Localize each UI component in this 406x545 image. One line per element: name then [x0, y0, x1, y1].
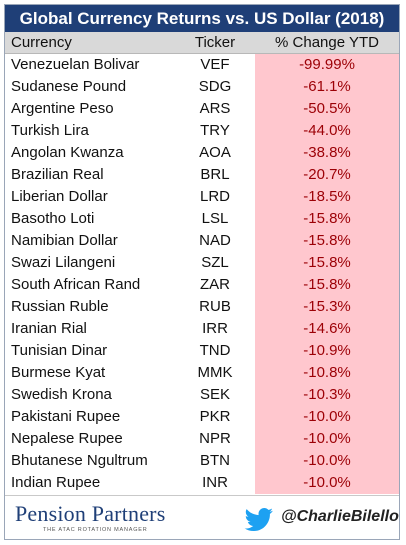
currency-name: Liberian Dollar	[11, 188, 108, 205]
percent-change: -10.0%	[255, 472, 399, 494]
currency-ticker: NPR	[199, 430, 231, 447]
table-row: Swedish Krona SEK -10.3%	[5, 384, 399, 406]
percent-change: -15.8%	[255, 252, 399, 274]
table-row: Bhutanese Ngultrum BTN -10.0%	[5, 450, 399, 472]
currency-ticker: BTN	[200, 452, 230, 469]
percent-change: -18.5%	[255, 186, 399, 208]
table-row: Swazi Lilangeni SZL -15.8%	[5, 252, 399, 274]
percent-change: -10.0%	[255, 428, 399, 450]
currency-ticker: NAD	[199, 232, 231, 249]
table-row: Indian Rupee INR -10.0%	[5, 472, 399, 494]
column-header-ticker: Ticker	[194, 34, 236, 51]
currency-name: Iranian Rial	[11, 320, 87, 337]
percent-change: -10.3%	[255, 384, 399, 406]
currency-name: Turkish Lira	[11, 122, 89, 139]
currency-ticker: TRY	[200, 122, 230, 139]
table-row: Burmese Kyat MMK -10.8%	[5, 362, 399, 384]
currency-returns-card: Global Currency Returns vs. US Dollar (2…	[4, 4, 400, 540]
percent-change: -15.3%	[255, 296, 399, 318]
currency-ticker: BRL	[200, 166, 230, 183]
table-row: Angolan Kwanza AOA -38.8%	[5, 142, 399, 164]
currency-ticker: INR	[202, 474, 228, 491]
currency-ticker: PKR	[199, 408, 231, 425]
table-row: Iranian Rial IRR -14.6%	[5, 318, 399, 340]
currency-ticker: SDG	[198, 78, 232, 95]
table-row: Pakistani Rupee PKR -10.0%	[5, 406, 399, 428]
currency-name: Russian Ruble	[11, 298, 109, 315]
table-row: Liberian Dollar LRD -18.5%	[5, 186, 399, 208]
currency-name: Namibian Dollar	[11, 232, 118, 249]
currency-name: Burmese Kyat	[11, 364, 106, 381]
table-row: Sudanese Pound SDG -61.1%	[5, 76, 399, 98]
table-row: Turkish Lira TRY -44.0%	[5, 120, 399, 142]
currency-name: Angolan Kwanza	[11, 144, 124, 161]
table-header-row: Currency Ticker % Change YTD	[5, 32, 399, 54]
percent-change: -10.9%	[255, 340, 399, 362]
percent-change: -15.8%	[255, 208, 399, 230]
table-row: South African Rand ZAR -15.8%	[5, 274, 399, 296]
currency-name: Venezuelan Bolivar	[11, 56, 140, 73]
percent-change: -10.0%	[255, 406, 399, 428]
table-row: Argentine Peso ARS -50.5%	[5, 98, 399, 120]
currency-ticker: AOA	[199, 144, 231, 161]
twitter-bird-icon	[244, 508, 273, 532]
percent-change: -10.8%	[255, 362, 399, 384]
currency-name: Sudanese Pound	[11, 78, 127, 95]
currency-ticker: ARS	[199, 100, 231, 117]
footer: Pension Partners THE ATAC ROTATION MANAG…	[5, 495, 399, 540]
table-row: Russian Ruble RUB -15.3%	[5, 296, 399, 318]
currency-ticker: LRD	[199, 188, 230, 205]
currency-ticker: VEF	[200, 56, 230, 73]
column-header-currency: Currency	[11, 34, 72, 51]
percent-change: -15.8%	[255, 230, 399, 252]
table-row: Tunisian Dinar TND -10.9%	[5, 340, 399, 362]
percent-change: -99.99%	[255, 54, 399, 76]
table-title: Global Currency Returns vs. US Dollar (2…	[5, 5, 399, 32]
currency-name: Pakistani Rupee	[11, 408, 121, 425]
percent-change: -10.0%	[255, 450, 399, 472]
currency-ticker: MMK	[197, 364, 233, 381]
currency-ticker: LSL	[201, 210, 229, 227]
table-body: Venezuelan Bolivar VEF -99.99% Sudanese Pou…	[5, 54, 399, 494]
twitter-handle[interactable]: @CharlieBilello	[281, 508, 399, 525]
currency-ticker: SEK	[199, 386, 230, 403]
currency-ticker: TND	[199, 342, 231, 359]
percent-change: -61.1%	[255, 76, 399, 98]
percent-change: -44.0%	[255, 120, 399, 142]
currency-ticker: RUB	[199, 298, 231, 315]
table-row: Namibian Dollar NAD -15.8%	[5, 230, 399, 252]
currency-name: Swedish Krona	[11, 386, 112, 403]
currency-name: Nepalese Rupee	[11, 430, 123, 447]
table-row: Brazilian Real BRL -20.7%	[5, 164, 399, 186]
table-row: Basotho Loti LSL -15.8%	[5, 208, 399, 230]
logo-tagline: THE ATAC ROTATION MANAGER	[43, 527, 148, 533]
table-row: Venezuelan Bolivar VEF -99.99%	[5, 54, 399, 76]
currency-name: Bhutanese Ngultrum	[11, 452, 148, 469]
percent-change: -50.5%	[255, 98, 399, 120]
currency-name: Tunisian Dinar	[11, 342, 108, 359]
percent-change: -38.8%	[255, 142, 399, 164]
currency-ticker: SZL	[201, 254, 229, 271]
column-header-change: % Change YTD	[275, 34, 379, 51]
currency-name: Brazilian Real	[11, 166, 104, 183]
currency-name: South African Rand	[11, 276, 141, 293]
currency-ticker: ZAR	[200, 276, 230, 293]
currency-name: Argentine Peso	[11, 100, 114, 117]
currency-ticker: IRR	[202, 320, 228, 337]
percent-change: -14.6%	[255, 318, 399, 340]
logo-wordmark: Pension Partners	[15, 501, 166, 526]
currency-name: Swazi Lilangeni	[11, 254, 116, 271]
percent-change: -15.8%	[255, 274, 399, 296]
table-row: Nepalese Rupee NPR -10.0%	[5, 428, 399, 450]
percent-change: -20.7%	[255, 164, 399, 186]
currency-name: Indian Rupee	[11, 474, 101, 491]
currency-name: Basotho Loti	[11, 210, 95, 227]
